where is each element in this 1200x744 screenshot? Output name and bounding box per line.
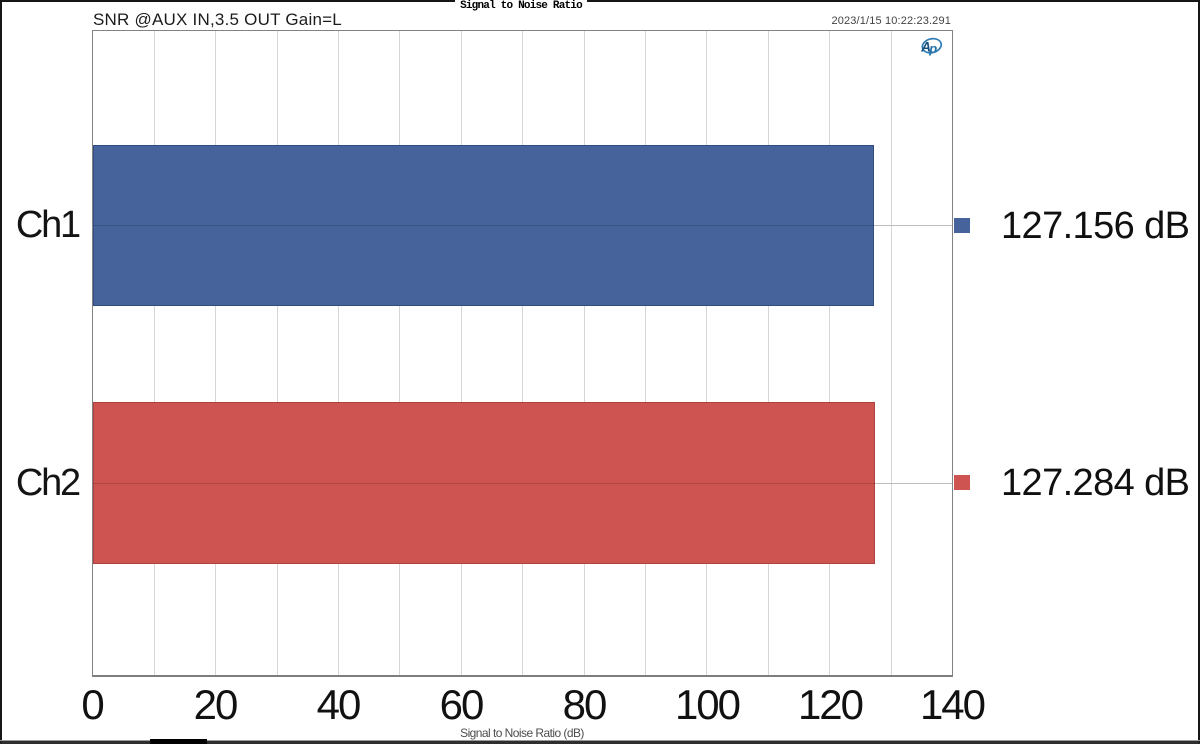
svg-text:p: p xyxy=(928,41,937,56)
svg-text:A: A xyxy=(920,40,931,55)
